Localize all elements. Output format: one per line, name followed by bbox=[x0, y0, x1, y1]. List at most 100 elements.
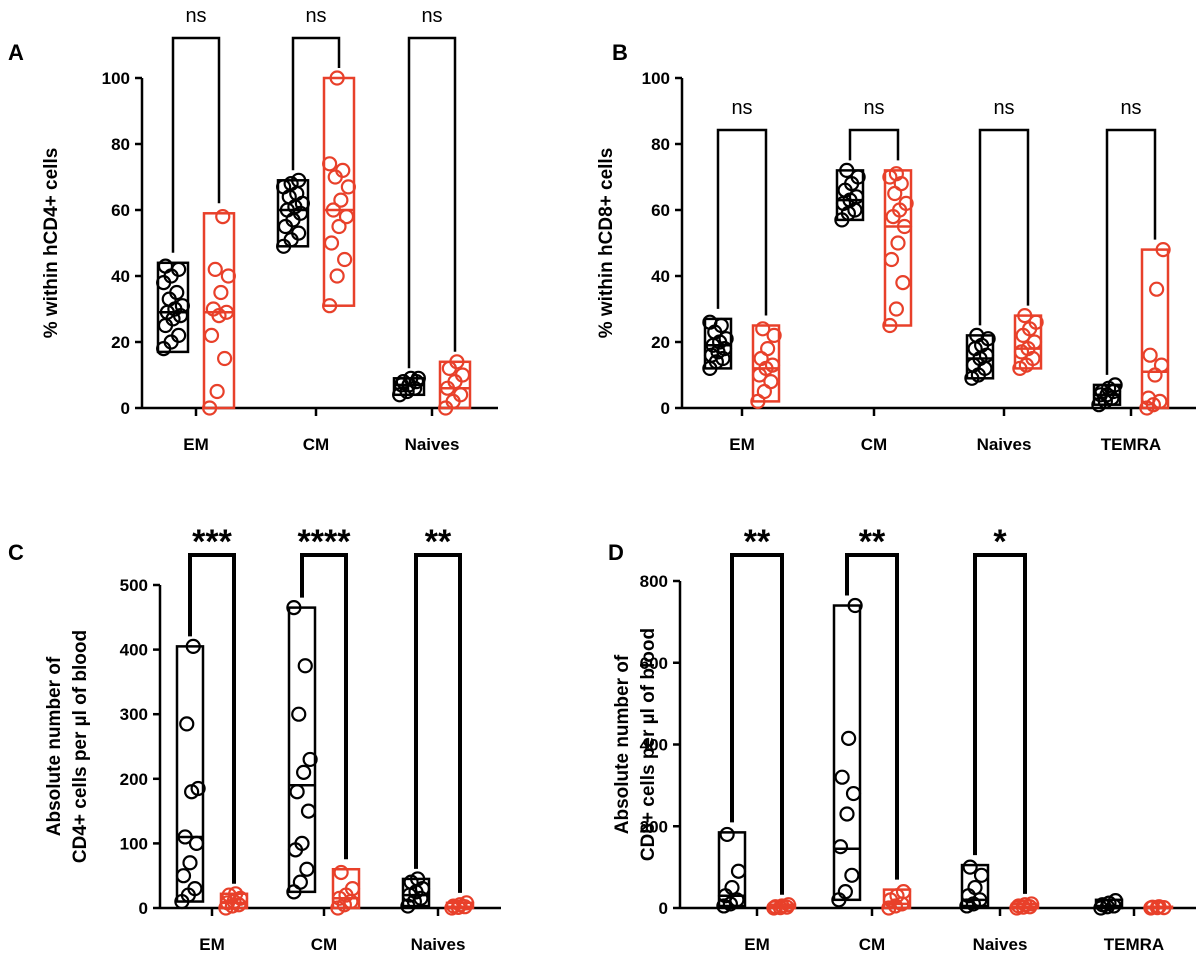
data-point bbox=[895, 275, 911, 291]
data-point bbox=[190, 780, 206, 797]
data-point bbox=[302, 751, 318, 768]
data-point bbox=[969, 327, 985, 343]
data-point bbox=[458, 895, 475, 911]
data-point bbox=[209, 383, 225, 400]
x-tick-label: Naives bbox=[977, 435, 1032, 454]
data-point bbox=[205, 301, 221, 317]
panel-letter: B bbox=[612, 40, 628, 65]
data-point bbox=[215, 209, 231, 225]
data-point bbox=[344, 881, 361, 897]
data-point bbox=[203, 327, 220, 343]
data-point bbox=[185, 638, 201, 654]
significance-label: **** bbox=[298, 523, 352, 561]
panel-letter: D bbox=[608, 540, 624, 565]
panel-a: A 0 20 40 60 80 100 % within hCD4+ cells EM CM Nai… bbox=[8, 5, 498, 454]
x-tick-label: Naives bbox=[411, 935, 466, 954]
data-point bbox=[297, 658, 313, 674]
data-point bbox=[286, 600, 302, 616]
data-point bbox=[848, 189, 865, 205]
significance-label: ns bbox=[305, 5, 326, 27]
significance-bracket bbox=[1105, 128, 1157, 375]
data-point bbox=[291, 225, 307, 241]
panel-letter: A bbox=[8, 40, 24, 65]
significance-bracket bbox=[845, 553, 899, 880]
y-tick-label: 80 bbox=[651, 135, 670, 154]
y-tick-label: 80 bbox=[111, 135, 130, 154]
x-tick-label: EM bbox=[183, 435, 209, 454]
significance-bracket bbox=[730, 553, 784, 895]
y-axis-title-line: Absolute number of bbox=[612, 654, 633, 834]
data-point bbox=[763, 374, 779, 390]
data-point bbox=[213, 284, 229, 301]
significance-bracket bbox=[978, 128, 1030, 326]
data-point bbox=[890, 235, 906, 251]
data-point bbox=[392, 387, 408, 403]
x-tick-label: Naives bbox=[405, 435, 460, 454]
data-point bbox=[959, 898, 975, 914]
significance-bracket bbox=[848, 128, 900, 161]
x-tick-label: CM bbox=[859, 935, 885, 954]
box-red-cm bbox=[883, 169, 913, 327]
significance-bracket bbox=[973, 553, 1027, 894]
data-point bbox=[1023, 896, 1040, 912]
data-point bbox=[169, 284, 185, 301]
significance-bracket bbox=[407, 36, 457, 369]
data-point bbox=[1144, 899, 1161, 915]
data-point bbox=[219, 895, 236, 911]
data-point bbox=[228, 886, 244, 902]
x-tick-label: CM bbox=[861, 435, 887, 454]
significance-label: * bbox=[993, 523, 1007, 561]
y-tick-label: 60 bbox=[111, 201, 130, 220]
data-point bbox=[174, 298, 190, 314]
data-point bbox=[299, 861, 315, 877]
data-point bbox=[220, 268, 236, 284]
y-tick-label: 200 bbox=[120, 770, 148, 789]
y-tick-label: 40 bbox=[651, 267, 670, 286]
significance-label: ns bbox=[993, 97, 1014, 119]
data-point bbox=[760, 341, 776, 357]
data-point bbox=[410, 871, 426, 887]
data-point bbox=[202, 400, 218, 416]
significance-bracket bbox=[716, 128, 768, 316]
data-point bbox=[1107, 893, 1124, 909]
y-tick-label: 200 bbox=[640, 817, 668, 836]
y-tick-label: 400 bbox=[640, 736, 668, 755]
data-point bbox=[1094, 897, 1111, 913]
y-tick-label: 100 bbox=[120, 834, 148, 853]
significance-bracket bbox=[188, 553, 236, 884]
panel-b: B 0 20 40 60 80 100 % within hCD8+ cells EM CM Nai… bbox=[596, 40, 1196, 454]
data-point bbox=[331, 218, 347, 235]
y-axis-title-line: Absolute number of bbox=[44, 656, 65, 836]
data-point bbox=[329, 268, 345, 284]
data-point bbox=[395, 374, 411, 390]
data-point bbox=[898, 195, 914, 211]
significance-bracket bbox=[414, 553, 462, 893]
data-point bbox=[724, 879, 740, 896]
x-tick-label: CM bbox=[311, 935, 337, 954]
data-point bbox=[335, 162, 351, 178]
data-point bbox=[881, 900, 897, 916]
significance-bracket bbox=[300, 553, 348, 860]
y-axis-title-line: CD4+ cells per µl of blood bbox=[70, 630, 91, 863]
box-black-cm bbox=[832, 604, 862, 902]
y-tick-label: 0 bbox=[121, 399, 130, 418]
y-tick-label: 600 bbox=[640, 654, 668, 673]
data-point bbox=[322, 298, 338, 314]
data-point bbox=[410, 370, 426, 386]
box-black-cm bbox=[287, 606, 317, 894]
data-point bbox=[221, 887, 237, 903]
y-axis-title: % within hCD4+ cells bbox=[41, 148, 62, 339]
data-point bbox=[888, 166, 904, 182]
data-point bbox=[175, 868, 192, 884]
data-point bbox=[283, 176, 299, 192]
data-point bbox=[322, 156, 338, 172]
data-point bbox=[296, 764, 312, 780]
box-black-naives bbox=[960, 863, 990, 908]
data-point bbox=[1151, 899, 1167, 915]
y-tick-label: 20 bbox=[651, 333, 670, 352]
x-tick-label: TEMRA bbox=[1104, 935, 1164, 954]
panel-d: D 0 200 400 600 800 Absolute number of CD8+ cel… bbox=[608, 523, 1196, 954]
y-tick-label: 60 bbox=[651, 201, 670, 220]
data-point bbox=[179, 716, 195, 732]
x-tick-label: CM bbox=[303, 435, 329, 454]
